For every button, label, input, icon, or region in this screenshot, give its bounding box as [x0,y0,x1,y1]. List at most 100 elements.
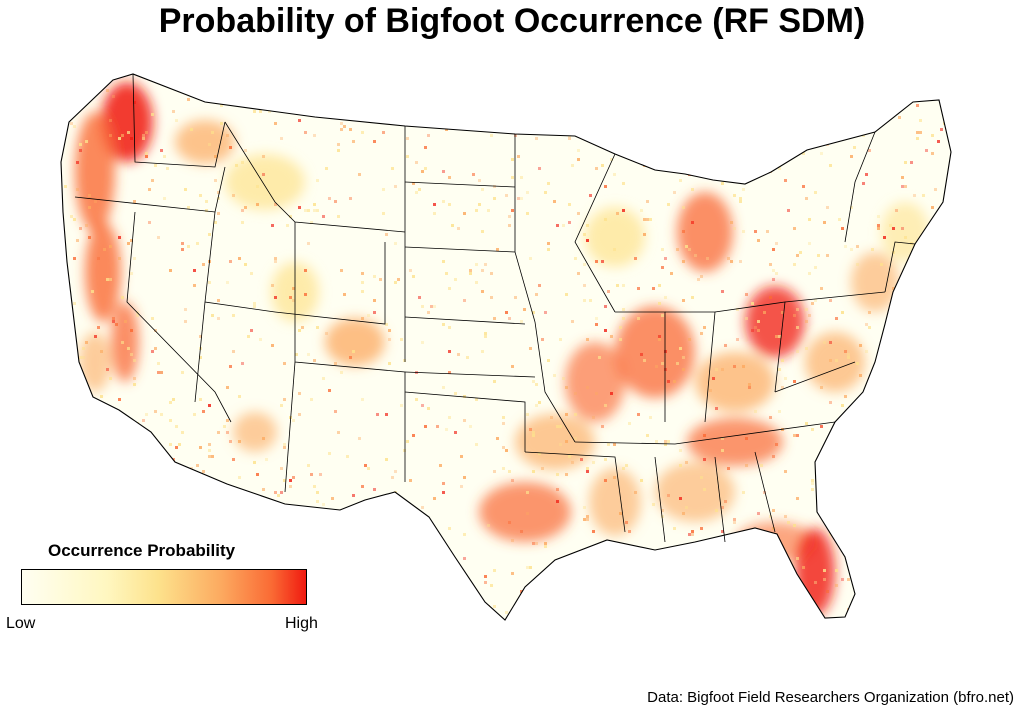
heatmap-cell [133,257,136,260]
heatmap-cell [457,353,460,356]
heatmap-cell [412,551,415,554]
heatmap-cell [601,425,604,428]
heatmap-cell [517,155,520,158]
heatmap-cell [283,446,286,449]
heatmap-cell [64,434,67,437]
heatmap-cell [88,194,91,197]
heatmap-cell [907,89,910,92]
heatmap-cell [85,341,88,344]
heatmap-cell [874,539,877,542]
heatmap-cell [820,152,823,155]
heatmap-cell [316,500,319,503]
heatmap-cell [871,248,874,251]
heatmap-cell [115,323,118,326]
heatmap-cell [796,434,799,437]
heatmap-cell [865,92,868,95]
heatmap-cell [745,77,748,80]
heatmap-cell [871,506,874,509]
heatmap-cell [637,287,640,290]
heatmap-cell [172,110,175,113]
heatmap-cell [709,152,712,155]
heatmap-cell [784,515,787,518]
heatmap-cell [721,71,724,74]
heatmap-cell [529,257,532,260]
heatmap-cell [142,137,145,140]
heatmap-cell [514,134,517,137]
heatmap-cell [658,152,661,155]
heatmap-cell [508,224,511,227]
heatmap-cell [508,317,511,320]
heatmap-cell [253,626,256,629]
heatmap-cell [97,326,100,329]
heatmap-cell [865,350,868,353]
heatmap-cell [613,476,616,479]
heatmap-cell [349,356,352,359]
heatmap-cell [220,122,223,125]
heatmap-cell [853,530,856,533]
heatmap-cell [310,473,313,476]
heatmap-cell [877,113,880,116]
heatmap-cell [799,251,802,254]
heatmap-cell [133,446,136,449]
heatmap-cell [745,464,748,467]
heatmap-cell [865,323,868,326]
heatmap-cell [862,182,865,185]
heatmap-cell [871,542,874,545]
heatmap-cell [727,467,730,470]
heatmap-cell [556,425,559,428]
heatmap-cell [397,554,400,557]
heatmap-cell [340,83,343,86]
heatmap-cell [373,275,376,278]
heatmap-cell [883,236,886,239]
heatmap-cell [532,113,535,116]
heatmap-cell [298,329,301,332]
heatmap-cell [79,149,82,152]
heatmap-cell [850,248,853,251]
heatmap-cell [448,176,451,179]
heatmap-cell [610,596,613,599]
heatmap-cell [793,107,796,110]
heatmap-cell [328,197,331,200]
heatmap-cell [577,158,580,161]
heatmap-cell [655,572,658,575]
heatmap-cell [652,65,655,68]
heatmap-cell [553,200,556,203]
heatmap-cell [64,332,67,335]
heatmap-cell [136,314,139,317]
heatmap-cell [646,200,649,203]
heatmap-cell [568,203,571,206]
heatmap-cell [55,443,58,446]
heatmap-cell [544,80,547,83]
heatmap-cell [577,149,580,152]
heatmap-cell [574,392,577,395]
heatmap-cell [883,518,886,521]
heatmap-cell [862,479,865,482]
heatmap-cell [298,413,301,416]
heatmap-cell [247,335,250,338]
heatmap-cell [610,335,613,338]
heatmap-cell [682,260,685,263]
heatmap-cell [691,296,694,299]
heatmap-cell [526,626,529,629]
heatmap-cell [100,395,103,398]
heatmap-cell [241,509,244,512]
heatmap-cell [556,224,559,227]
heatmap-cell [217,500,220,503]
heatmap-cell [922,530,925,533]
heatmap-cell [595,167,598,170]
heatmap-cell [700,527,703,530]
heatmap-cell [859,131,862,134]
heatmap-cell [331,605,334,608]
heatmap-cell [262,437,265,440]
heatmap-cell [823,569,826,572]
heatmap-cell [826,254,829,257]
heatmap-cell [745,437,748,440]
heatmap-cell [517,83,520,86]
heatmap-cell [229,260,232,263]
heatmap-cell [292,476,295,479]
heatmap-cell [826,500,829,503]
heatmap-cell [463,557,466,560]
heatmap-cell [421,404,424,407]
heatmap-cell [775,536,778,539]
heatmap-cell [721,449,724,452]
